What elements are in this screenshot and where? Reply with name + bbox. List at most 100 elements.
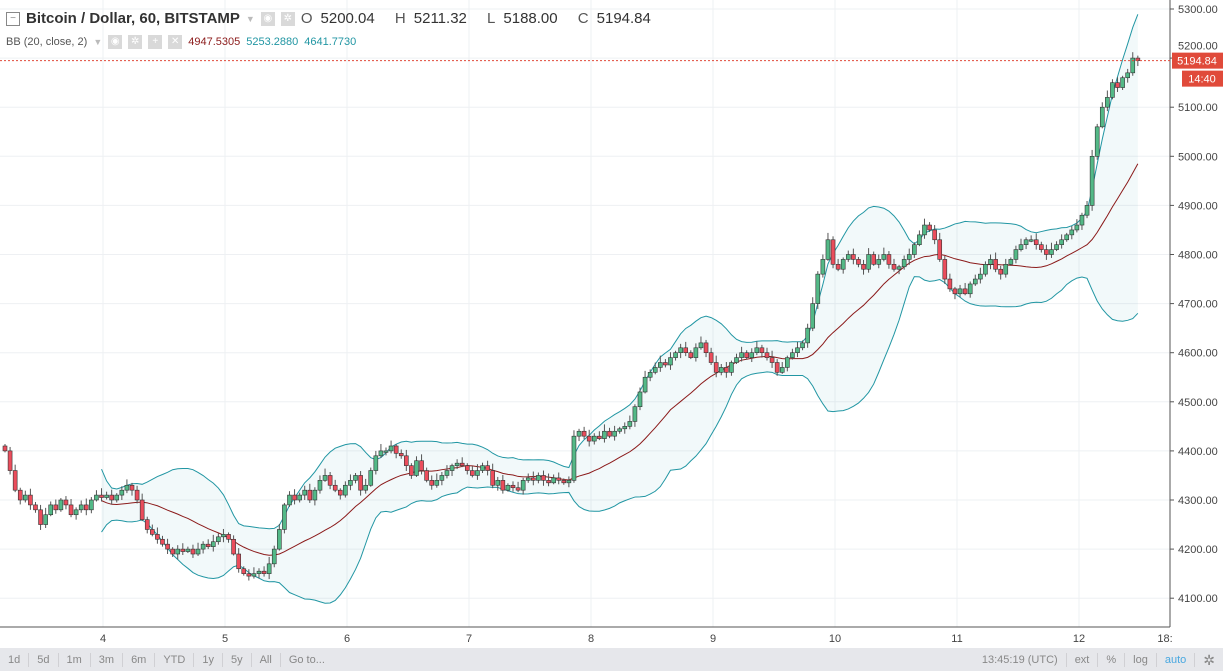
candle — [967, 281, 973, 298]
range-1m[interactable]: 1m — [59, 652, 91, 667]
candle — [322, 468, 328, 482]
candle — [144, 516, 150, 534]
candle — [886, 251, 892, 269]
candle-body — [129, 484, 135, 491]
candle — [1130, 52, 1136, 76]
candle-body — [754, 347, 760, 354]
candle-body — [1023, 239, 1029, 245]
candle — [658, 355, 663, 372]
candle — [373, 450, 379, 475]
ohlc-values: O 5200.04 H 5211.32 L 5188.00 C 5194.84 — [300, 10, 651, 27]
candle-body — [231, 538, 236, 555]
range-all[interactable]: All — [252, 652, 281, 667]
candle-body — [348, 480, 353, 486]
candle — [241, 566, 247, 576]
candle — [906, 248, 912, 265]
candle — [835, 258, 841, 272]
range-6m[interactable]: 6m — [123, 652, 156, 667]
candle-body — [53, 504, 59, 511]
candle — [612, 425, 617, 441]
candle-body — [901, 259, 907, 268]
candle — [1110, 79, 1115, 100]
candle-body — [866, 254, 871, 270]
candle — [414, 456, 419, 477]
candle-body — [271, 548, 277, 565]
candle-body — [414, 460, 419, 476]
candle — [754, 341, 760, 356]
candle — [561, 478, 567, 485]
candle-body — [266, 563, 272, 574]
candle — [1120, 75, 1125, 91]
settings-gear-icon[interactable]: ✲ — [1203, 651, 1215, 668]
candle-body — [663, 362, 668, 366]
candle-body — [815, 273, 821, 304]
price-chart[interactable]: 4100.00 4200.00 4300.00 4400.00 4500.00 4600.… — [0, 0, 1223, 648]
candle-body — [1110, 82, 1115, 98]
candle-body — [922, 224, 927, 236]
candle-body — [12, 470, 18, 491]
candle-body — [678, 347, 683, 354]
candle-body — [912, 244, 917, 255]
candle-body — [739, 352, 744, 358]
candle — [292, 489, 297, 505]
chevron-down-icon[interactable]: ▼ — [245, 13, 255, 24]
candle-body — [68, 504, 74, 516]
eye-icon[interactable]: ◉ — [108, 35, 123, 49]
candle-body — [1084, 205, 1090, 216]
range-1d[interactable]: 1d — [0, 652, 30, 667]
candle — [1023, 237, 1029, 250]
candle — [277, 524, 282, 551]
goto-button[interactable]: Go to... — [288, 653, 325, 666]
gear-icon[interactable]: ✲ — [128, 35, 143, 49]
candle — [703, 339, 709, 358]
symbol-title[interactable]: Bitcoin / Dollar, 60, BITSTAMP — [26, 10, 240, 27]
candle-body — [591, 435, 597, 442]
candle-body — [393, 445, 399, 454]
auto-toggle[interactable]: auto — [1157, 652, 1196, 667]
candle-body — [729, 362, 734, 373]
range-3m[interactable]: 3m — [91, 652, 124, 667]
candle-body — [73, 509, 79, 516]
clock[interactable]: 13:45:19 (UTC) — [974, 652, 1067, 667]
chevron-down-icon[interactable]: ▼ — [93, 37, 103, 47]
candle-body — [43, 514, 48, 525]
gear-icon[interactable]: ✲ — [280, 11, 295, 26]
candle — [94, 490, 99, 502]
candle — [83, 498, 89, 516]
candle — [353, 472, 358, 484]
y-tick-label: 4700.00 — [1178, 299, 1218, 311]
candle — [226, 532, 231, 543]
candle — [393, 444, 399, 459]
bb-basis-value: 4947.5305 — [188, 36, 241, 48]
candle — [962, 282, 968, 296]
close-icon[interactable]: ✕ — [168, 35, 183, 49]
indicator-name[interactable]: BB (20, close, 2) — [6, 36, 88, 48]
range-5d[interactable]: 5d — [29, 652, 59, 667]
plus-icon[interactable]: + — [148, 35, 163, 49]
candle-body — [160, 538, 165, 545]
range-ytd[interactable]: YTD — [155, 652, 195, 667]
candle-body — [718, 367, 724, 373]
candle — [429, 475, 435, 490]
range-1y[interactable]: 1y — [194, 652, 223, 667]
candle — [937, 232, 943, 262]
collapse-icon[interactable]: − — [6, 11, 20, 26]
log-toggle[interactable]: log — [1125, 652, 1157, 667]
candle-body — [307, 489, 313, 501]
candle — [851, 248, 856, 265]
candle-body — [449, 465, 455, 471]
last-price-tag — [1172, 52, 1223, 69]
candle-body — [845, 254, 851, 260]
candle-body — [312, 489, 318, 501]
candle — [89, 497, 94, 514]
candle — [1084, 200, 1090, 219]
candle — [109, 489, 114, 505]
ext-toggle[interactable]: ext — [1067, 652, 1099, 667]
candle — [1089, 149, 1095, 211]
eye-icon[interactable]: ◉ — [260, 11, 275, 26]
range-5y[interactable]: 5y — [223, 652, 252, 667]
percent-toggle[interactable]: % — [1098, 652, 1126, 667]
candle — [663, 359, 668, 368]
candle — [581, 426, 587, 440]
candle-body — [713, 362, 719, 373]
